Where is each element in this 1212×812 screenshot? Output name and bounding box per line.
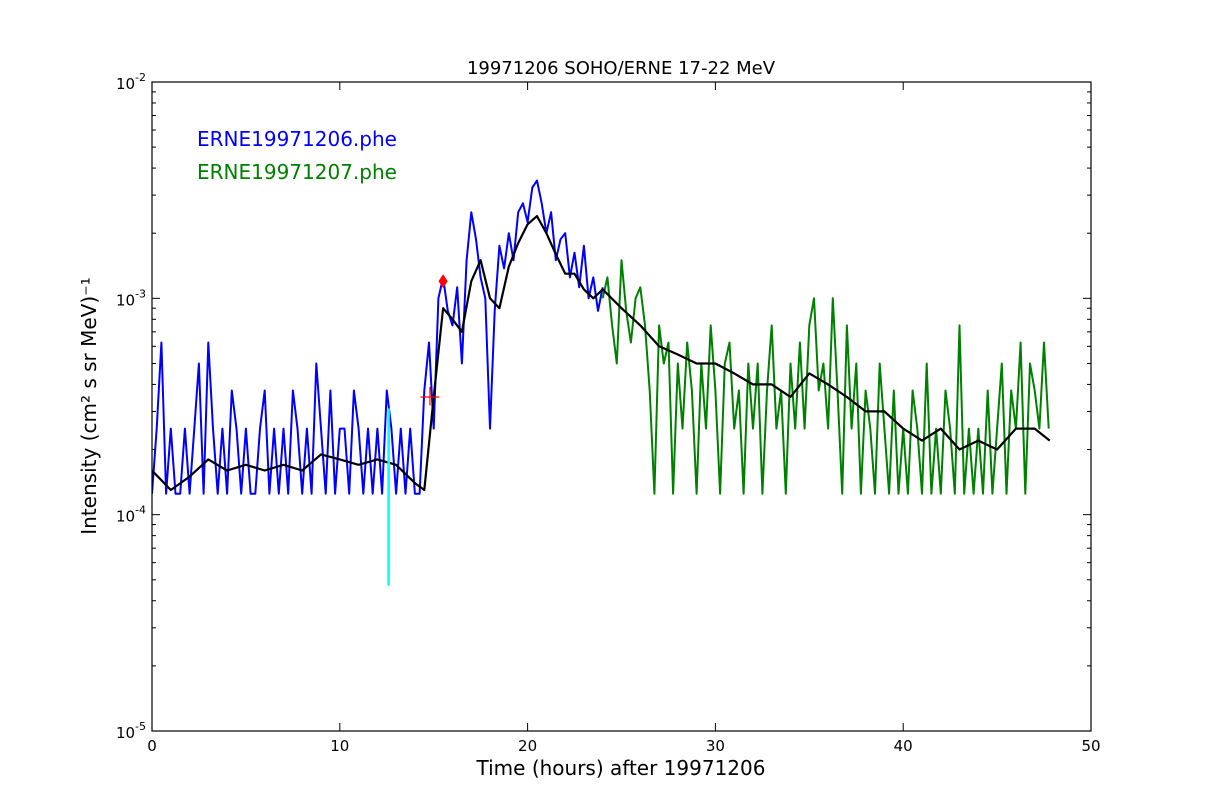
red-diamond-marker — [438, 274, 448, 289]
series-group — [152, 179, 1051, 586]
y-tick-label: 10-5 — [116, 720, 146, 742]
legend-entry-2: ERNE19971207.phe — [197, 160, 397, 184]
x-axis-label: Time (hours) after 19971206 — [476, 756, 766, 780]
series-line-3 — [152, 215, 1051, 492]
x-tick-label: 40 — [894, 737, 913, 755]
y-tick-label: 10-4 — [116, 504, 146, 526]
y-tick-label: 10-2 — [116, 71, 146, 93]
x-tick-label: 10 — [330, 737, 349, 755]
x-tick-label: 0 — [147, 737, 157, 755]
y-tick-label: 10-3 — [116, 287, 146, 309]
legend-entry-1: ERNE19971206.phe — [197, 127, 397, 151]
chart-title: 19971206 SOHO/ERNE 17-22 MeV — [467, 58, 776, 79]
y-axis-label: Intensity (cm² s sr MeV)⁻¹ — [77, 277, 101, 534]
series-line-2 — [601, 259, 1050, 495]
plot-frame — [151, 81, 1092, 732]
x-tick-label: 20 — [518, 737, 537, 755]
plot-area: 0 10 20 30 40 50 10-5 10-4 10-3 10-2 — [116, 71, 1101, 755]
x-tick-label: 50 — [1081, 737, 1100, 755]
x-tick-label: 30 — [706, 737, 725, 755]
series-line-1 — [152, 179, 604, 495]
